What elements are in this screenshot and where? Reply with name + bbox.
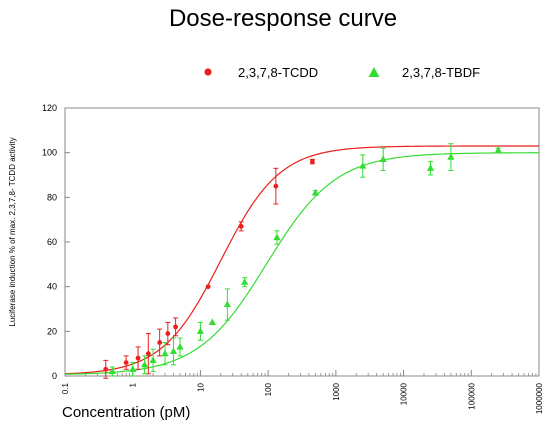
y-tick-label: 0 bbox=[52, 371, 57, 381]
marker-tbdf bbox=[273, 233, 281, 241]
data-point-tbdf bbox=[311, 188, 320, 196]
y-tick-label: 80 bbox=[47, 192, 57, 202]
marker-tbdf bbox=[426, 164, 435, 171]
data-point-tbdf bbox=[208, 318, 216, 325]
marker-tcdd bbox=[165, 331, 171, 336]
marker-tbdf bbox=[223, 300, 231, 308]
marker-tbdf bbox=[359, 162, 367, 169]
y-tick-label: 120 bbox=[42, 103, 57, 113]
x-tick-label: 1 bbox=[129, 382, 138, 387]
x-tick-label: 1000 bbox=[332, 382, 341, 400]
marker-tcdd bbox=[123, 360, 129, 365]
marker-tcdd bbox=[273, 183, 279, 189]
data-point-tbdf bbox=[196, 321, 205, 341]
data-point-tcdd bbox=[123, 355, 129, 370]
data-point-tbdf bbox=[176, 337, 184, 357]
marker-tbdf bbox=[169, 347, 178, 355]
chart-title: Dose-response curve bbox=[169, 5, 397, 32]
fit-curve-tbdf bbox=[64, 152, 540, 375]
marker-tbdf bbox=[196, 327, 205, 334]
data-point-tcdd bbox=[103, 359, 109, 379]
data-point-tbdf bbox=[169, 337, 178, 366]
marker-tcdd bbox=[238, 223, 244, 229]
fit-curve-tcdd bbox=[64, 145, 539, 375]
marker-tbdf bbox=[311, 188, 320, 196]
data-point-tbdf bbox=[149, 348, 157, 373]
marker-tbdf bbox=[176, 342, 184, 350]
y-axis: 0 20 40 60 80 100 120 bbox=[42, 103, 70, 381]
y-tick-label: 40 bbox=[47, 282, 57, 292]
data-point-tbdf bbox=[223, 288, 231, 321]
data-point-tcdd bbox=[173, 317, 179, 337]
data-point-tbdf bbox=[241, 277, 249, 288]
y-tick-label: 60 bbox=[47, 237, 57, 247]
x-tick-label: 0.1 bbox=[61, 382, 70, 394]
data-point-tbdf bbox=[129, 362, 137, 377]
marker-tbdf bbox=[447, 153, 455, 160]
plot-frame bbox=[64, 107, 540, 377]
marker-tcdd bbox=[309, 159, 315, 165]
data-point-tbdf bbox=[359, 154, 367, 178]
data-point-tcdd bbox=[165, 321, 171, 346]
legend-label-tbdf: 2,3,7,8-TBDF bbox=[402, 65, 480, 80]
data-point-tcdd bbox=[205, 284, 211, 290]
marker-tbdf bbox=[494, 146, 502, 154]
marker-tbdf bbox=[149, 356, 157, 363]
marker-tbdf bbox=[161, 349, 169, 357]
y-axis-label: Luciferase induction % of max. 2,3,7,8- … bbox=[8, 137, 17, 326]
marker-tcdd bbox=[135, 355, 141, 361]
marker-tcdd bbox=[157, 340, 163, 345]
data-point-tbdf bbox=[108, 366, 116, 377]
data-point-tbdf bbox=[447, 143, 455, 172]
marker-tbdf bbox=[129, 365, 137, 372]
data-point-tbdf bbox=[494, 146, 502, 154]
y-tick-label: 20 bbox=[47, 326, 57, 336]
marker-tbdf bbox=[141, 360, 149, 368]
marker-tcdd bbox=[145, 351, 151, 357]
marker-tbdf bbox=[241, 278, 249, 285]
x-axis: 0.1 1 10 100 1000 10000 100000 1000000 bbox=[61, 370, 544, 414]
x-tick-label: 1000000 bbox=[535, 382, 544, 414]
legend-marker-tbdf bbox=[368, 67, 380, 77]
data-point-tbdf bbox=[273, 230, 281, 245]
legend: 2,3,7,8-TCDD 2,3,7,8-TBDF bbox=[204, 65, 480, 80]
marker-tcdd bbox=[173, 324, 179, 330]
y-tick-label: 100 bbox=[42, 148, 57, 158]
x-tick-label: 100000 bbox=[467, 382, 476, 409]
data-point-tcdd bbox=[309, 158, 315, 165]
marker-tcdd bbox=[205, 284, 211, 290]
data-points bbox=[103, 143, 502, 379]
x-tick-label: 10 bbox=[196, 382, 205, 391]
data-point-tcdd bbox=[135, 346, 141, 370]
legend-label-tcdd: 2,3,7,8-TCDD bbox=[238, 65, 318, 80]
x-axis-label: Concentration (pM) bbox=[62, 404, 190, 421]
x-tick-label: 100 bbox=[264, 382, 273, 396]
data-point-tbdf bbox=[161, 342, 169, 366]
marker-tbdf bbox=[108, 367, 116, 375]
data-point-tbdf bbox=[379, 147, 387, 172]
marker-tcdd bbox=[103, 366, 109, 372]
data-point-tcdd bbox=[273, 167, 279, 205]
marker-tbdf bbox=[208, 318, 216, 325]
legend-marker-tcdd bbox=[204, 68, 212, 76]
marker-tbdf bbox=[379, 155, 387, 162]
x-tick-label: 10000 bbox=[400, 382, 409, 405]
data-point-tcdd bbox=[157, 328, 163, 357]
fit-curves bbox=[64, 145, 540, 375]
data-point-tbdf bbox=[426, 161, 435, 176]
data-point-tcdd bbox=[238, 221, 244, 232]
data-point-tbdf bbox=[141, 355, 149, 375]
